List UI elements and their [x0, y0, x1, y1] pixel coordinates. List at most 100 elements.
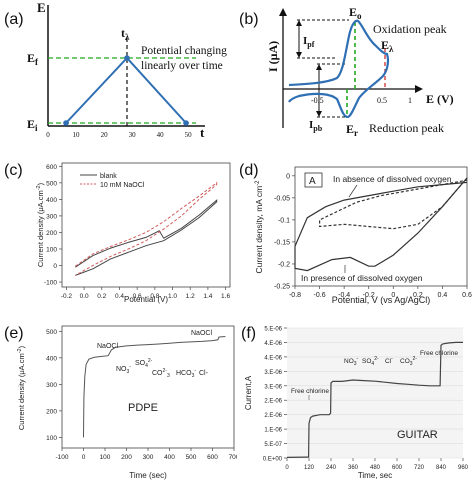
- x-ticks-a: 0 10 20 30 40 50: [46, 131, 192, 139]
- annotation-so4-f: SO42-: [362, 356, 379, 367]
- y-tick-label: 0: [53, 263, 57, 270]
- y-tick-label: 3.E-06: [264, 370, 282, 376]
- y-tick-label: -100: [44, 280, 57, 287]
- y-tick-label: 200: [46, 230, 57, 237]
- x-axis-label-c: Potential (V): [124, 295, 168, 304]
- point-start-a: [63, 120, 69, 126]
- ipf-arrowhead-bottom: [296, 52, 302, 58]
- x-tick-label: 500: [186, 454, 197, 461]
- point-peak-a: [124, 55, 130, 61]
- xtick-b-neg05: -0.5: [311, 96, 324, 105]
- axis-ticks-c: -0.2 0.0 0.2 0.4 0.6 0.8 1.0 1.2 1.4 1.6 -100 0 100 2…: [44, 164, 230, 300]
- xtick-label-a: 40: [157, 131, 165, 139]
- x-tick-label: 600: [207, 454, 218, 461]
- x-tick-label: -0.6: [314, 292, 326, 299]
- plot-title-e: PDPE: [128, 402, 158, 414]
- x-tick-label: 0.8: [150, 293, 159, 300]
- y-tick-label: 200: [46, 408, 57, 415]
- y-tick-label: 3.E-06: [264, 384, 282, 390]
- y-tick-label: 400: [46, 355, 57, 362]
- panel-label-e: (e): [4, 325, 24, 342]
- annotation-a-line2: linearly over time: [141, 60, 223, 72]
- y-tick-label: -0.25: [274, 284, 290, 291]
- x-tick-label: 0: [285, 465, 289, 471]
- x-arrow-b: [415, 85, 423, 93]
- ei-label: Ei: [27, 117, 38, 133]
- xtick-b-05: 0.5: [377, 96, 387, 105]
- annotation-so4-e: SO42-: [135, 358, 153, 369]
- annotation-co3-f: CO32-: [400, 356, 417, 367]
- x-tick-label: 1.0: [168, 293, 177, 300]
- y-tick-label: 300: [46, 213, 57, 220]
- x-tick-label: -100: [55, 454, 68, 461]
- y-tick-label: -0.2: [278, 261, 290, 268]
- x-tick-label: 0.2: [413, 292, 423, 299]
- chart-a: (a) E t 0 10 20 30 40 50 Ef Ei tλ Potential c…: [4, 0, 227, 140]
- eo-label: Eo: [349, 5, 362, 21]
- x-tick-label: 120: [304, 465, 315, 471]
- annotation-absence: In absence of dissolved oxygen: [333, 174, 452, 184]
- plot-frame-d: [294, 166, 468, 287]
- y-axis-label-d: Current density, mA cm-2: [254, 180, 264, 274]
- series-line-in-presence-of-dissolved-oxygen: [294, 177, 468, 272]
- y-tick-label: 500: [46, 329, 57, 336]
- y-tick-label: 0: [286, 173, 290, 180]
- y-tick-label: 100: [46, 435, 57, 442]
- x-tick-label: 360: [348, 465, 359, 471]
- x-tick-label: 840: [436, 465, 447, 471]
- t-lambda-label: tλ: [121, 26, 130, 42]
- x-tick-label: 0: [391, 292, 395, 299]
- y-tick-label: 4.E-06: [264, 341, 282, 347]
- x-tick-label: 400: [164, 454, 175, 461]
- x-tick-label: 0.6: [462, 292, 472, 299]
- series-line-0: [83, 336, 226, 438]
- annotation-no3-f: NO3-: [344, 356, 359, 367]
- x-tick-label: 300: [143, 454, 154, 461]
- x-tick-label: 720: [414, 465, 425, 471]
- y-tick-label: 2.E-06: [264, 413, 282, 419]
- annotation-naocl-1: NaOCl: [97, 343, 118, 350]
- reduction-peak-label: Reduction peak: [369, 121, 444, 135]
- cv-curve-b: [288, 19, 390, 119]
- x-tick-label: -0.2: [363, 292, 375, 299]
- ipf-label: Ipf: [303, 35, 315, 49]
- panel-label-b: (b): [239, 11, 259, 28]
- legend-label-blank: blank: [100, 173, 117, 180]
- y-tick-label: 400: [46, 197, 57, 204]
- x-tick-label: 0.4: [438, 292, 448, 299]
- y-tick-label: -0.15: [274, 239, 290, 246]
- x-tick-label: 240: [326, 465, 337, 471]
- chart-c: (c) -0.2 0.0 0.2 0.4 0.6 0.8 1.0 1.2 1.4 1.6 -100 0…: [4, 162, 230, 304]
- y-tick-label: 5.E-07: [264, 442, 282, 448]
- xtick-label-a: 10: [73, 131, 81, 139]
- x-axis-label-f: Time, sec: [358, 471, 392, 480]
- y-tick-label: 100: [46, 246, 57, 253]
- panel-label-c: (c): [4, 162, 23, 179]
- inset-label-d: A: [309, 176, 316, 187]
- xtick-label-a: 50: [185, 131, 193, 139]
- point-end-a: [183, 120, 189, 126]
- annotation-free-chlorine-2: Free chlorine: [420, 350, 458, 357]
- series-group-e: [83, 336, 226, 438]
- plot-background-f: [287, 328, 463, 458]
- panel-label-f: (f): [241, 325, 256, 342]
- y-tick-label: 300: [46, 382, 57, 389]
- y-tick-label: 600: [46, 164, 57, 171]
- y-axis-label-e: Current density (μA.cm-2): [17, 345, 26, 430]
- xtick-label-a: 0: [46, 131, 50, 139]
- annotation-a-line1: Potential changing: [141, 45, 227, 57]
- ipb-arrowhead-top: [316, 64, 322, 70]
- annotation-co3-e: CO2-3: [152, 368, 170, 379]
- x-tick-label: 700: [229, 454, 237, 461]
- x-axis-label-a: t: [200, 125, 205, 140]
- y-axis-label-f: Current,A: [244, 375, 253, 410]
- x-tick-label: 1.4: [203, 293, 212, 300]
- ef-label: Ef: [27, 51, 39, 67]
- chart-b: (b) I (μA) E (V) -0.5 0.5 1 Eo Eλ Er Ipf…: [239, 5, 454, 138]
- axis-ticks-d: -0.8 -0.6 -0.4 -0.2 0 0.2 0.4 0.6 -0.25 -0.2 -0.15…: [274, 173, 472, 299]
- annotation-absence-pointer: [348, 184, 358, 198]
- legend-label-naocl: 10 mM NaOCl: [100, 182, 145, 189]
- y-tick-label: 0.E+00: [263, 457, 283, 463]
- y-tick-label: -0.1: [278, 217, 290, 224]
- x-tick-label: 0.2: [97, 293, 106, 300]
